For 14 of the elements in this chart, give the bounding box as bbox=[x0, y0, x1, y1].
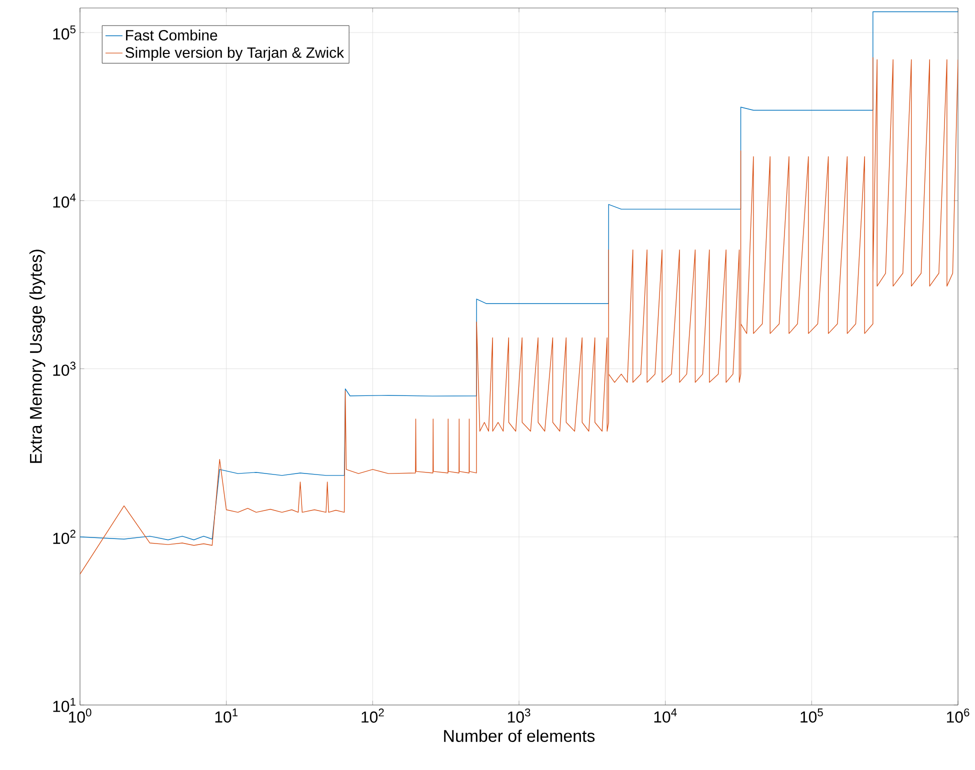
y-axis-title: Extra Memory Usage (bytes) bbox=[29, 250, 46, 463]
x-tick-label: 10$^{4}$ bbox=[654, 708, 677, 723]
x-tick-label: 10$^{1}$ bbox=[215, 708, 238, 723]
x-axis-title: Number of elements bbox=[444, 730, 595, 742]
x-tick-label: 10$^{5}$ bbox=[800, 708, 823, 723]
x-tick-label: 10$^{2}$ bbox=[362, 708, 384, 723]
legend-label: Simple version by Tarjan & Zwick bbox=[126, 46, 344, 61]
y-tick-label: 10$^{3}$ bbox=[53, 362, 76, 376]
legend-label: Fast Combine bbox=[126, 30, 218, 41]
y-tick-label: 10$^{5}$ bbox=[53, 26, 76, 40]
x-tick-label: 10$^{3}$ bbox=[508, 708, 530, 723]
x-tick-label: 10$^{6}$ bbox=[947, 708, 970, 723]
y-tick-label: 10$^{4}$ bbox=[53, 194, 76, 208]
y-tick-label: 10$^{2}$ bbox=[53, 530, 76, 544]
